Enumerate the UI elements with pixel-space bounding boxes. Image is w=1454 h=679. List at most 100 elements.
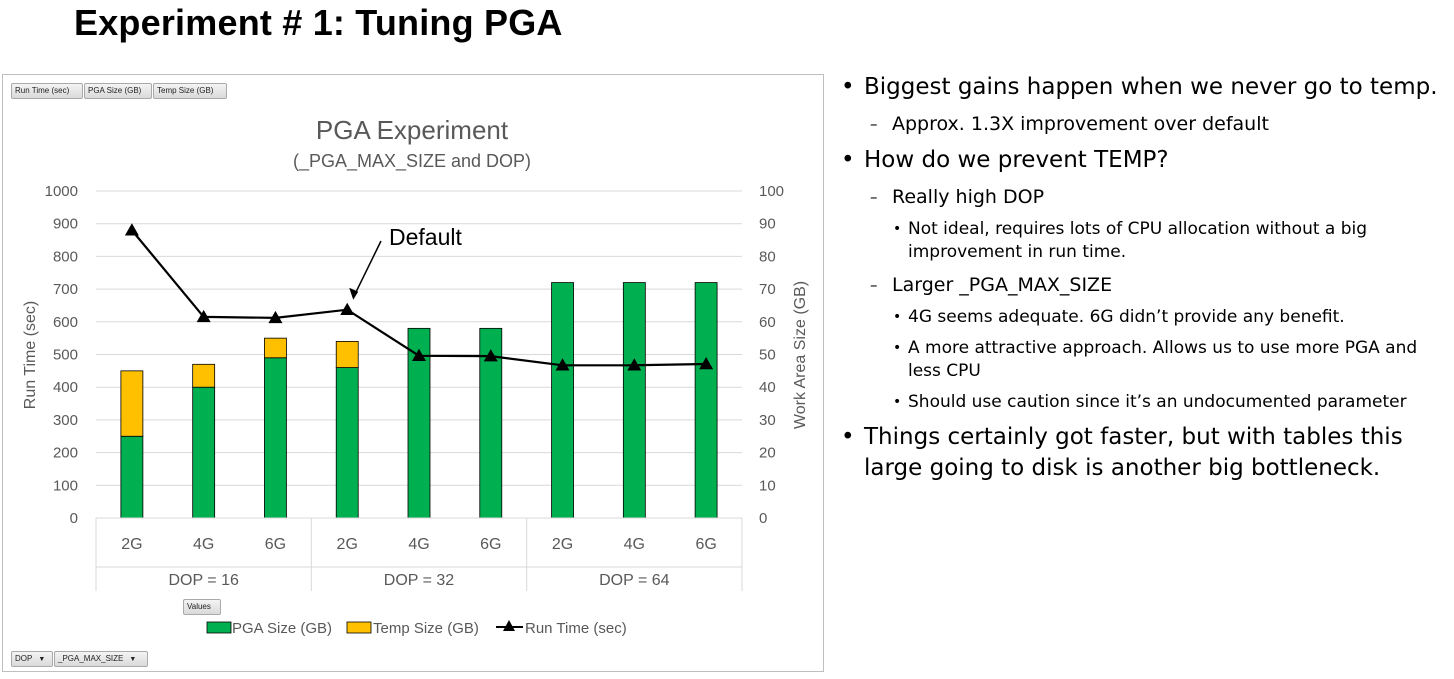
annotation-arrow xyxy=(352,240,382,299)
note-item-level3: • Should use caution since it’s an undocu… xyxy=(838,391,1450,414)
axes: 0 100 200 300 400 500 600 700 800 900 1000 0 10 20 30 4… xyxy=(45,183,784,591)
y-tick-label: 1000 xyxy=(45,183,78,200)
bullet-mark-icon: – xyxy=(870,188,878,206)
field-button-dop-label: DOP xyxy=(15,654,33,663)
annotation-default-label: Default xyxy=(389,224,462,250)
bar-temp-size xyxy=(120,370,144,437)
field-button-dop[interactable]: DOP ▼ xyxy=(11,651,53,667)
field-button-pga-max-size-label: _PGA_MAX_SIZE xyxy=(58,654,124,663)
field-button-run-time[interactable]: Run Time (sec) xyxy=(11,83,83,99)
bullet-mark-icon: • xyxy=(841,147,855,173)
note-item-level3: • 4G seems adequate. 6G didn’t provide an… xyxy=(838,306,1450,329)
annotation: Default xyxy=(349,224,462,300)
run-time-point xyxy=(412,348,426,362)
group-label: DOP = 16 xyxy=(168,572,239,589)
x-tick-label: 2G xyxy=(552,536,573,553)
values-button[interactable]: Values xyxy=(183,599,221,615)
field-button-pga-size[interactable]: PGA Size (GB) xyxy=(84,83,152,99)
legend-marker-run-time xyxy=(503,620,515,631)
legend-label-temp: Temp Size (GB) xyxy=(373,620,479,637)
bar-pga-size xyxy=(551,282,574,519)
note-text: Approx. 1.3X improvement over default xyxy=(892,113,1269,135)
note-text: Should use caution since it’s an undocum… xyxy=(908,392,1407,412)
run-time-point xyxy=(124,223,139,236)
y2-tick-label: 30 xyxy=(759,412,776,429)
bar-temp-size xyxy=(192,363,216,388)
bullet-mark-icon: • xyxy=(893,340,902,356)
legend-swatch-pga xyxy=(206,621,232,634)
x-tick-label: 4G xyxy=(408,536,429,553)
note-text: Larger _PGA_MAX_SIZE xyxy=(892,274,1113,296)
bar-temp-size xyxy=(264,337,287,359)
note-item-level1: • Things certainly got faster, but with t… xyxy=(838,422,1450,484)
y-tick-label: 700 xyxy=(53,281,78,298)
y-tick-label: 900 xyxy=(53,216,78,233)
dropdown-arrow-icon: ▼ xyxy=(38,656,46,663)
legend-label-pga: PGA Size (GB) xyxy=(232,620,332,637)
y2-tick-label: 20 xyxy=(759,445,776,462)
note-text: Things certainly got faster, but with ta… xyxy=(864,424,1403,481)
legend-label-run-time: Run Time (sec) xyxy=(525,620,627,637)
y2-tick-label: 70 xyxy=(759,281,776,298)
run-time-line xyxy=(124,223,714,371)
bullet-mark-icon: • xyxy=(893,221,902,237)
pga-experiment-chart: PGA Experiment (_PGA_MAX_SIZE and DOP) R… xyxy=(22,115,809,637)
legend-swatch-temp xyxy=(346,621,372,634)
note-item-level1: • Biggest gains happen when we never go t… xyxy=(838,72,1450,103)
y2-tick-label: 90 xyxy=(759,216,776,233)
bar-temp-size xyxy=(335,341,359,368)
bullet-mark-icon: • xyxy=(841,424,855,450)
x-tick-label: 6G xyxy=(480,536,501,553)
bar-pga-size xyxy=(694,282,718,519)
note-item-level3: • A more attractive approach. Allows us t… xyxy=(838,337,1450,383)
bar-pga-size xyxy=(120,435,144,519)
group-label: DOP = 32 xyxy=(384,572,455,589)
y2-tick-label: 60 xyxy=(759,314,776,331)
chart-subtitle: (_PGA_MAX_SIZE and DOP) xyxy=(293,151,531,172)
dropdown-arrow-icon: ▼ xyxy=(129,656,137,663)
bar-pga-size xyxy=(335,367,359,519)
y-tick-label: 800 xyxy=(53,248,78,265)
run-time-point xyxy=(699,356,714,370)
annotation-arrowhead-icon xyxy=(349,287,359,300)
run-time-point xyxy=(555,358,570,371)
slide-title: Experiment # 1: Tuning PGA xyxy=(74,2,563,43)
note-text: A more attractive approach. Allows us to… xyxy=(908,338,1418,381)
y-tick-label: 500 xyxy=(53,347,78,364)
note-text: How do we prevent TEMP? xyxy=(864,147,1169,173)
bullet-mark-icon: • xyxy=(841,74,855,100)
note-text: 4G seems adequate. 6G didn’t provide any… xyxy=(908,307,1345,327)
bar-pga-size xyxy=(192,386,216,519)
y2-tick-label: 0 xyxy=(759,510,767,527)
field-button-temp-size[interactable]: Temp Size (GB) xyxy=(153,83,227,99)
bullet-mark-icon: • xyxy=(893,309,902,325)
chart-title: PGA Experiment xyxy=(316,115,509,145)
bullet-mark-icon: • xyxy=(893,394,902,410)
y-tick-label: 400 xyxy=(53,379,78,396)
y2-axis-label: Work Area Size (GB) xyxy=(792,281,809,429)
run-time-point xyxy=(340,302,355,315)
bars xyxy=(120,282,718,519)
run-time-point xyxy=(268,310,283,324)
notes-list: • Biggest gains happen when we never go t… xyxy=(838,72,1450,492)
note-text: Not ideal, requires lots of CPU allocati… xyxy=(908,219,1368,262)
field-button-pga-max-size[interactable]: _PGA_MAX_SIZE ▼ xyxy=(54,651,148,667)
y-tick-label: 100 xyxy=(53,477,78,494)
run-time-point xyxy=(196,309,211,323)
bar-pga-size xyxy=(264,357,287,519)
note-text: Really high DOP xyxy=(892,186,1045,208)
note-item-level1: • How do we prevent TEMP? xyxy=(838,145,1450,176)
y2-tick-label: 80 xyxy=(759,248,776,265)
y-tick-label: 600 xyxy=(53,314,78,331)
note-text: Biggest gains happen when we never go to… xyxy=(864,74,1438,100)
note-item-level3: • Not ideal, requires lots of CPU allocat… xyxy=(838,218,1450,264)
bar-pga-size xyxy=(622,282,646,519)
y-axis-label: Run Time (sec) xyxy=(22,301,39,409)
y2-tick-label: 50 xyxy=(759,347,776,364)
y-tick-label: 0 xyxy=(70,510,78,527)
x-tick-label: 4G xyxy=(624,536,645,553)
y2-tick-label: 40 xyxy=(759,379,776,396)
chart-panel: Run Time (sec) PGA Size (GB) Temp Size (… xyxy=(2,74,824,672)
x-tick-label: 6G xyxy=(265,536,286,553)
bullet-mark-icon: – xyxy=(870,115,878,133)
